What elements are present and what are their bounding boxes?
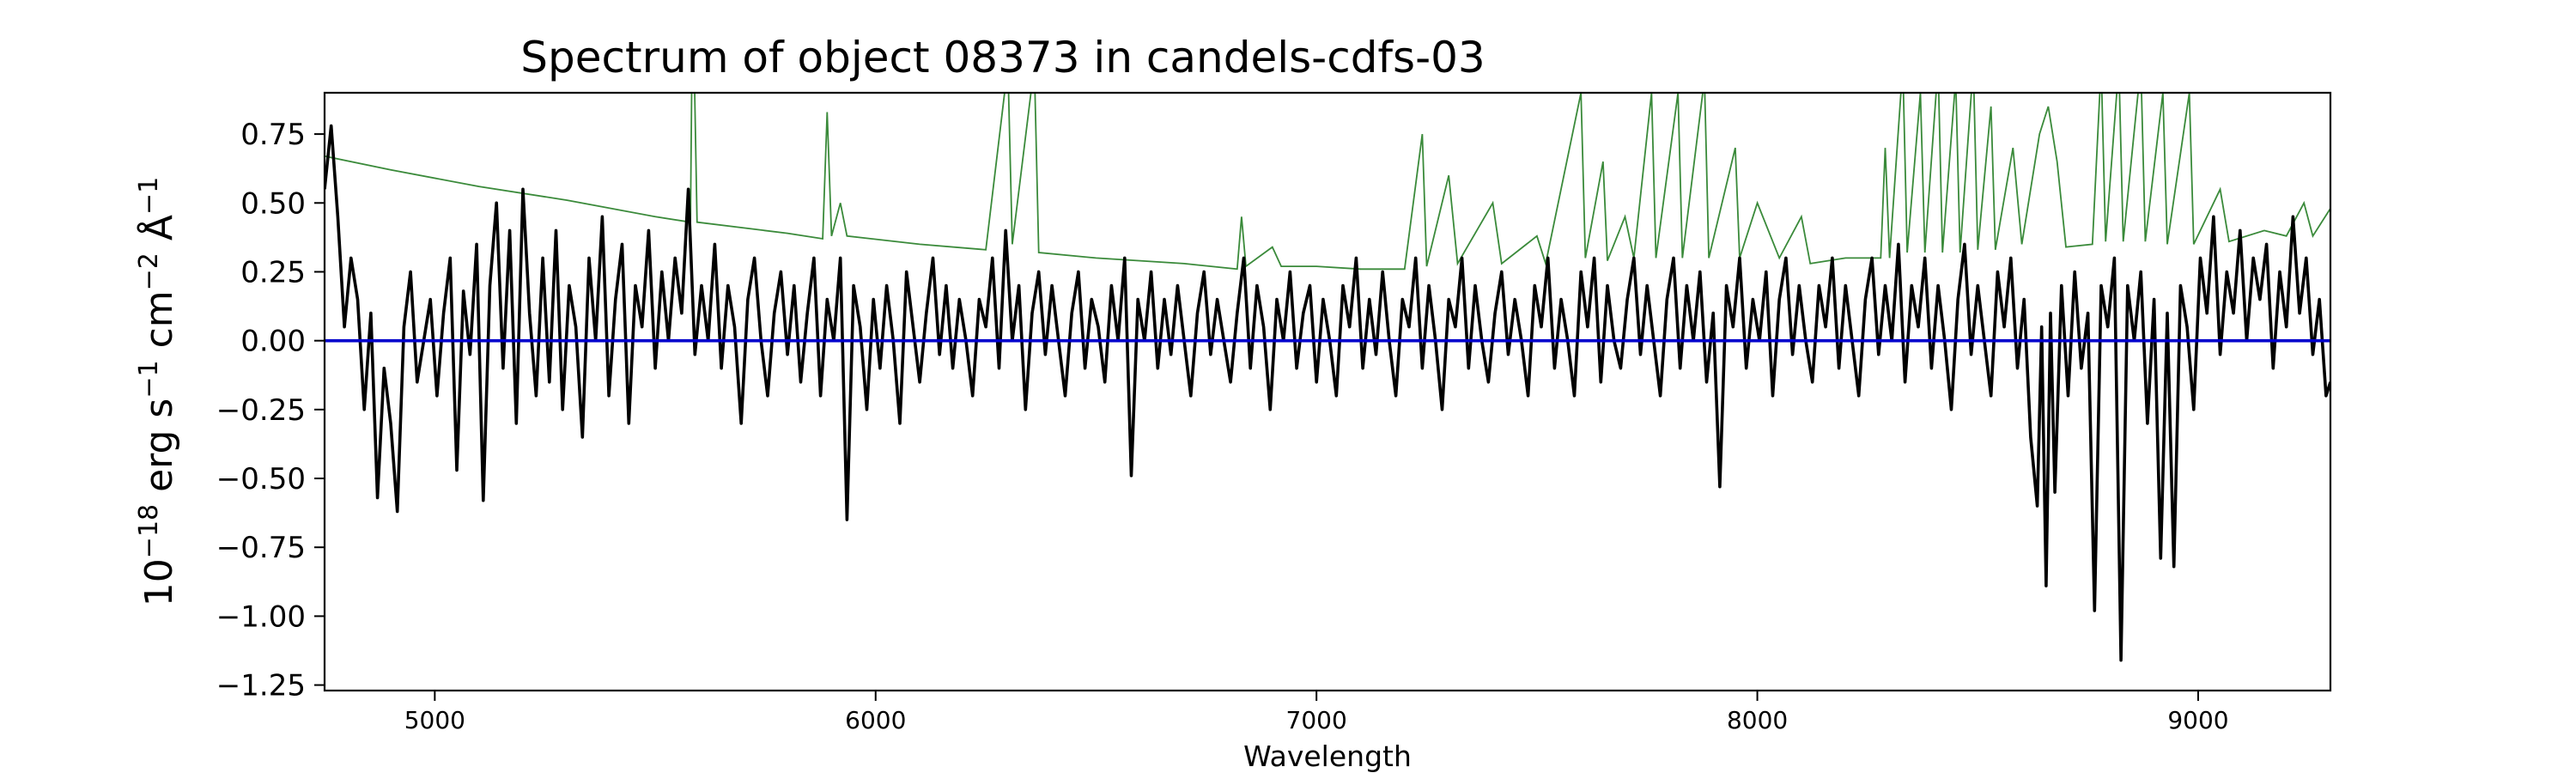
x-tick-label: 6000 [845, 706, 906, 734]
x-axis-ticks: 5000 6000 7000 8000 9000 [404, 691, 2229, 734]
plot-area [325, 93, 2330, 662]
chart-title: Spectrum of object 08373 in candels-cdfs… [520, 33, 1485, 82]
y-axis-label-unit-exp: −1 [134, 177, 164, 215]
y-axis-label-base-exp: −18 [134, 504, 164, 558]
y-tick-label: 0.00 [240, 325, 306, 359]
y-tick-label: −0.50 [216, 462, 306, 496]
y-axis-label-cm-exp: −2 [134, 253, 164, 290]
y-tick-label: −0.75 [216, 531, 306, 565]
x-tick-label: 9000 [2167, 706, 2228, 734]
x-axis-label: Wavelength [1243, 740, 1412, 773]
y-axis-label-s-exp: −1 [134, 360, 164, 398]
y-axis-label-erg: erg s [137, 399, 181, 504]
error-spectrum-line [325, 93, 2330, 271]
y-tick-label: 0.75 [240, 118, 306, 152]
y-tick-label: −1.00 [216, 600, 306, 634]
y-axis-ticks: 0.75 0.50 0.25 0.00 −0.25 −0.50 −0.75 −1.00 −1.2… [216, 118, 325, 703]
y-tick-label: −1.25 [216, 669, 306, 703]
x-tick-label: 8000 [1727, 706, 1788, 734]
x-tick-label: 5000 [404, 706, 465, 734]
y-tick-label: −0.25 [216, 393, 306, 428]
plot-frame [323, 91, 2332, 692]
y-tick-label: 0.50 [240, 186, 306, 221]
x-tick-label: 7000 [1286, 706, 1347, 734]
y-axis-label-base: 10 [137, 558, 181, 606]
y-tick-label: 0.25 [240, 255, 306, 289]
flux-spectrum-line [325, 124, 2330, 662]
y-axis-label-cm: cm [137, 290, 181, 360]
y-axis-label-unit: Å [136, 215, 181, 253]
y-axis-label: 10−18 erg s−1 cm−2 Å−1 [134, 177, 182, 606]
